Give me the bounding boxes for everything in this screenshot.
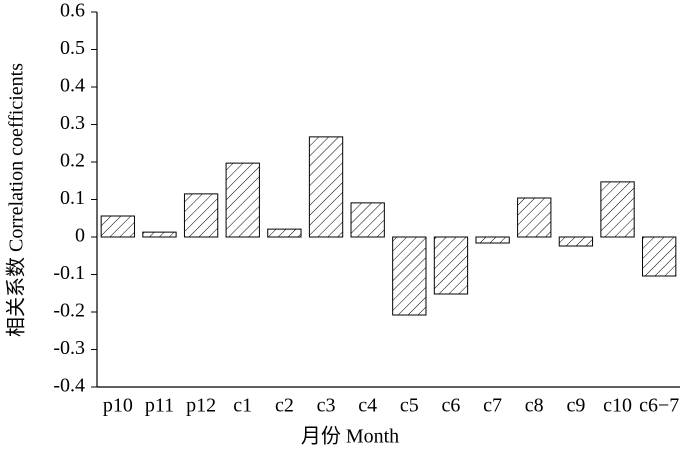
y-tick-label: -0.1 (53, 262, 85, 284)
y-tick-label: -0.4 (53, 375, 85, 397)
x-tick-label: c8 (525, 395, 544, 417)
x-tick-label: p10 (103, 395, 133, 417)
y-tick-label: 0.5 (60, 37, 85, 59)
bar (142, 231, 177, 238)
y-tick-label: 0.3 (60, 112, 85, 134)
y-axis-label: 相关系数 Correlation coefficients (5, 63, 28, 337)
bar (267, 228, 302, 238)
bar (558, 236, 594, 247)
bar (308, 136, 344, 238)
y-tick-label: 0.4 (60, 75, 85, 97)
bar (392, 236, 427, 316)
x-axis-label: 月份 Month (301, 425, 399, 448)
x-tick-label: p12 (186, 395, 216, 417)
x-tick-label: c10 (603, 395, 632, 417)
bar (642, 236, 677, 277)
x-tick-label: c7 (483, 395, 502, 417)
x-tick-label: c9 (566, 395, 585, 417)
bar (225, 162, 260, 238)
x-tick-label: c5 (400, 395, 419, 417)
bar (475, 236, 510, 244)
bar (350, 202, 385, 238)
y-tick-label: 0 (75, 225, 85, 247)
bar (600, 181, 635, 238)
y-tick-label: -0.2 (53, 300, 85, 322)
x-tick-label: c2 (275, 395, 294, 417)
bar (100, 215, 135, 238)
y-tick-label: -0.3 (53, 337, 85, 359)
x-tick-label: c1 (233, 395, 252, 417)
bar (433, 236, 469, 295)
x-tick-label: c4 (358, 395, 377, 417)
bar (517, 197, 552, 238)
x-tick-label: c6 (442, 395, 461, 417)
y-tick-label: 0.6 (60, 0, 85, 22)
y-tick-label: 0.1 (60, 187, 85, 209)
x-tick-label: c6−7 (639, 395, 679, 417)
x-tick-label: c3 (317, 395, 336, 417)
bar (183, 193, 219, 238)
y-tick-label: 0.2 (60, 150, 85, 172)
x-tick-label: p11 (145, 395, 174, 417)
